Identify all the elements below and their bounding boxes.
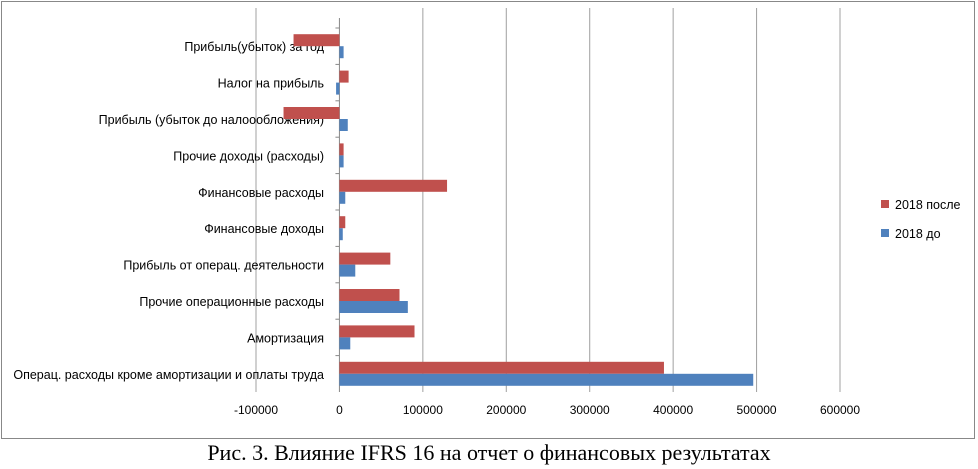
bar-2018-do [336, 82, 340, 95]
figure-caption: Рис. 3. Влияние IFRS 16 на отчет о финан… [207, 440, 771, 465]
legend-swatch [881, 229, 889, 237]
category-label: Прочие доходы (расходы) [173, 149, 324, 163]
bar-2018-do [339, 119, 348, 131]
bar-2018-do [339, 191, 346, 204]
x-tick-label: 300000 [570, 403, 610, 417]
legend-label: 2018 до [895, 227, 941, 241]
x-tick-label: 0 [336, 403, 343, 417]
bar-2018-do [339, 46, 344, 59]
bar-2018-do [339, 301, 408, 313]
x-tick-label: 600000 [820, 403, 860, 417]
category-label: Налог на прибыль [218, 77, 324, 91]
x-tick-label: 100000 [403, 403, 443, 417]
category-label: Финансовые расходы [198, 186, 324, 200]
bar-2018-do [339, 155, 344, 168]
bar-2018-posle [339, 325, 415, 338]
x-tick-label: 500000 [737, 403, 777, 417]
category-label: Прибыль(убыток) за год [184, 40, 324, 54]
bar-2018-posle [283, 107, 340, 119]
legend-swatch [881, 200, 889, 208]
legend-label: 2018 после [895, 198, 961, 212]
category-label: Прибыль от операц. деятельности [123, 259, 324, 273]
category-label: Амортизация [247, 331, 324, 345]
bar-2018-posle [339, 361, 664, 374]
bar-2018-posle [339, 179, 448, 192]
bar-chart: -100000 0 100000 200000 300000 400000 500000 60… [13, 8, 961, 417]
category-label: Прибыль (убыток до налоообложения) [99, 113, 324, 127]
bar-2018-posle [339, 252, 391, 265]
x-tick-label: -100000 [234, 403, 278, 417]
bar-2018-do [339, 373, 754, 386]
bar-2018-posle [293, 34, 340, 47]
bar-2018-posle [339, 216, 346, 229]
bar-2018-do [339, 264, 356, 277]
category-label: Финансовые доходы [204, 222, 324, 236]
bar-2018-do [339, 337, 351, 350]
bar-2018-posle [339, 289, 400, 301]
category-label: Прочие операционные расходы [139, 295, 324, 309]
chart-frame [1, 1, 975, 439]
x-tick-label: 400000 [653, 403, 693, 417]
bar-2018-posle [339, 70, 349, 83]
x-tick-label: 200000 [486, 403, 526, 417]
bar-2018-posle [339, 143, 344, 156]
bar-2018-do [339, 228, 343, 241]
category-label: Операц. расходы кроме амортизации и опла… [13, 368, 324, 382]
